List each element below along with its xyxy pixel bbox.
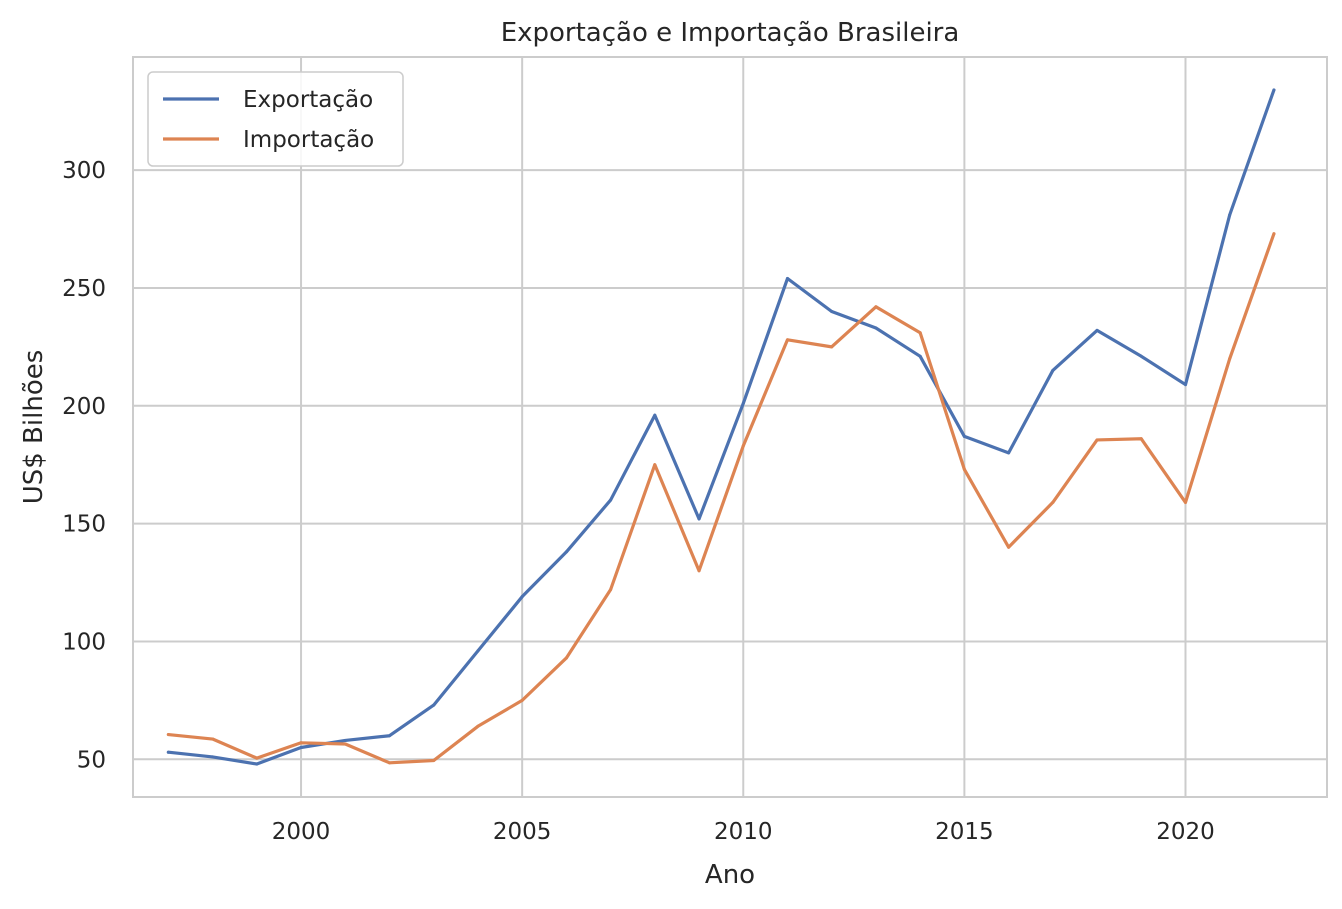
data-point: [830, 345, 834, 349]
y-tick-label: 250: [62, 276, 106, 302]
data-point: [785, 338, 789, 342]
y-tick-label: 150: [62, 512, 106, 538]
data-point: [211, 737, 215, 741]
x-tick-label: 2010: [714, 819, 773, 845]
data-point: [609, 498, 613, 502]
x-tick-label: 2020: [1156, 819, 1215, 845]
data-point: [255, 762, 259, 766]
y-axis-title: US$ Bilhões: [19, 350, 49, 505]
data-point: [1007, 451, 1011, 455]
data-point: [211, 755, 215, 759]
series-line-exportação: [166, 88, 1276, 766]
data-point: [1139, 354, 1143, 358]
data-point: [1272, 88, 1276, 92]
data-point: [166, 733, 170, 737]
data-point: [564, 656, 568, 660]
data-point: [918, 331, 922, 335]
data-point: [1051, 500, 1055, 504]
data-point: [299, 746, 303, 750]
legend: Exportação Importação: [147, 71, 404, 167]
y-tick-label: 100: [62, 629, 106, 655]
data-point: [1051, 368, 1055, 372]
x-tick-label: 2005: [493, 819, 552, 845]
data-point: [1272, 232, 1276, 236]
plot-frame: [132, 56, 1328, 798]
data-point: [697, 517, 701, 521]
data-point: [520, 698, 524, 702]
data-point: [962, 434, 966, 438]
data-point: [609, 588, 613, 592]
data-point: [741, 401, 745, 405]
data-point: [830, 310, 834, 314]
series-lines: [166, 88, 1276, 766]
legend-box: [147, 71, 404, 167]
data-point: [564, 550, 568, 554]
data-point: [255, 756, 259, 760]
grid: [133, 57, 1327, 797]
y-tick-label: 50: [77, 747, 106, 773]
y-tick-label: 300: [62, 158, 106, 184]
data-point: [1228, 357, 1232, 361]
data-point: [476, 724, 480, 728]
data-point: [387, 761, 391, 765]
data-point: [874, 305, 878, 309]
data-point: [166, 750, 170, 754]
series-importação: [166, 232, 1276, 765]
y-tick-label: 200: [62, 394, 106, 420]
series-exportação: [166, 88, 1276, 766]
data-point: [697, 569, 701, 573]
data-point: [343, 742, 347, 746]
data-point: [476, 649, 480, 653]
data-point: [653, 463, 657, 467]
data-point: [962, 467, 966, 471]
data-point: [1139, 437, 1143, 441]
data-point: [1228, 213, 1232, 217]
data-point: [387, 734, 391, 738]
data-point: [299, 741, 303, 745]
series-line-importação: [166, 232, 1276, 765]
x-tick-label: 2015: [935, 819, 994, 845]
data-point: [741, 444, 745, 448]
data-point: [785, 277, 789, 281]
data-point: [1183, 500, 1187, 504]
x-axis-title: Ano: [705, 860, 755, 890]
data-point: [520, 595, 524, 599]
data-point: [1095, 438, 1099, 442]
data-point: [432, 703, 436, 707]
legend-label: Exportação: [243, 87, 373, 113]
data-point: [432, 758, 436, 762]
data-point: [1007, 545, 1011, 549]
data-point: [653, 413, 657, 417]
data-point: [1183, 383, 1187, 387]
chart-title: Exportação e Importação Brasileira: [501, 18, 960, 48]
legend-label: Importação: [243, 127, 374, 153]
tick-labels: 2000 2005 2010 2015 2020 50 100 150 200 250 300: [62, 158, 1215, 845]
data-point: [874, 326, 878, 330]
data-point: [1095, 328, 1099, 332]
data-point: [343, 738, 347, 742]
data-point: [918, 354, 922, 358]
x-tick-label: 2000: [272, 819, 331, 845]
